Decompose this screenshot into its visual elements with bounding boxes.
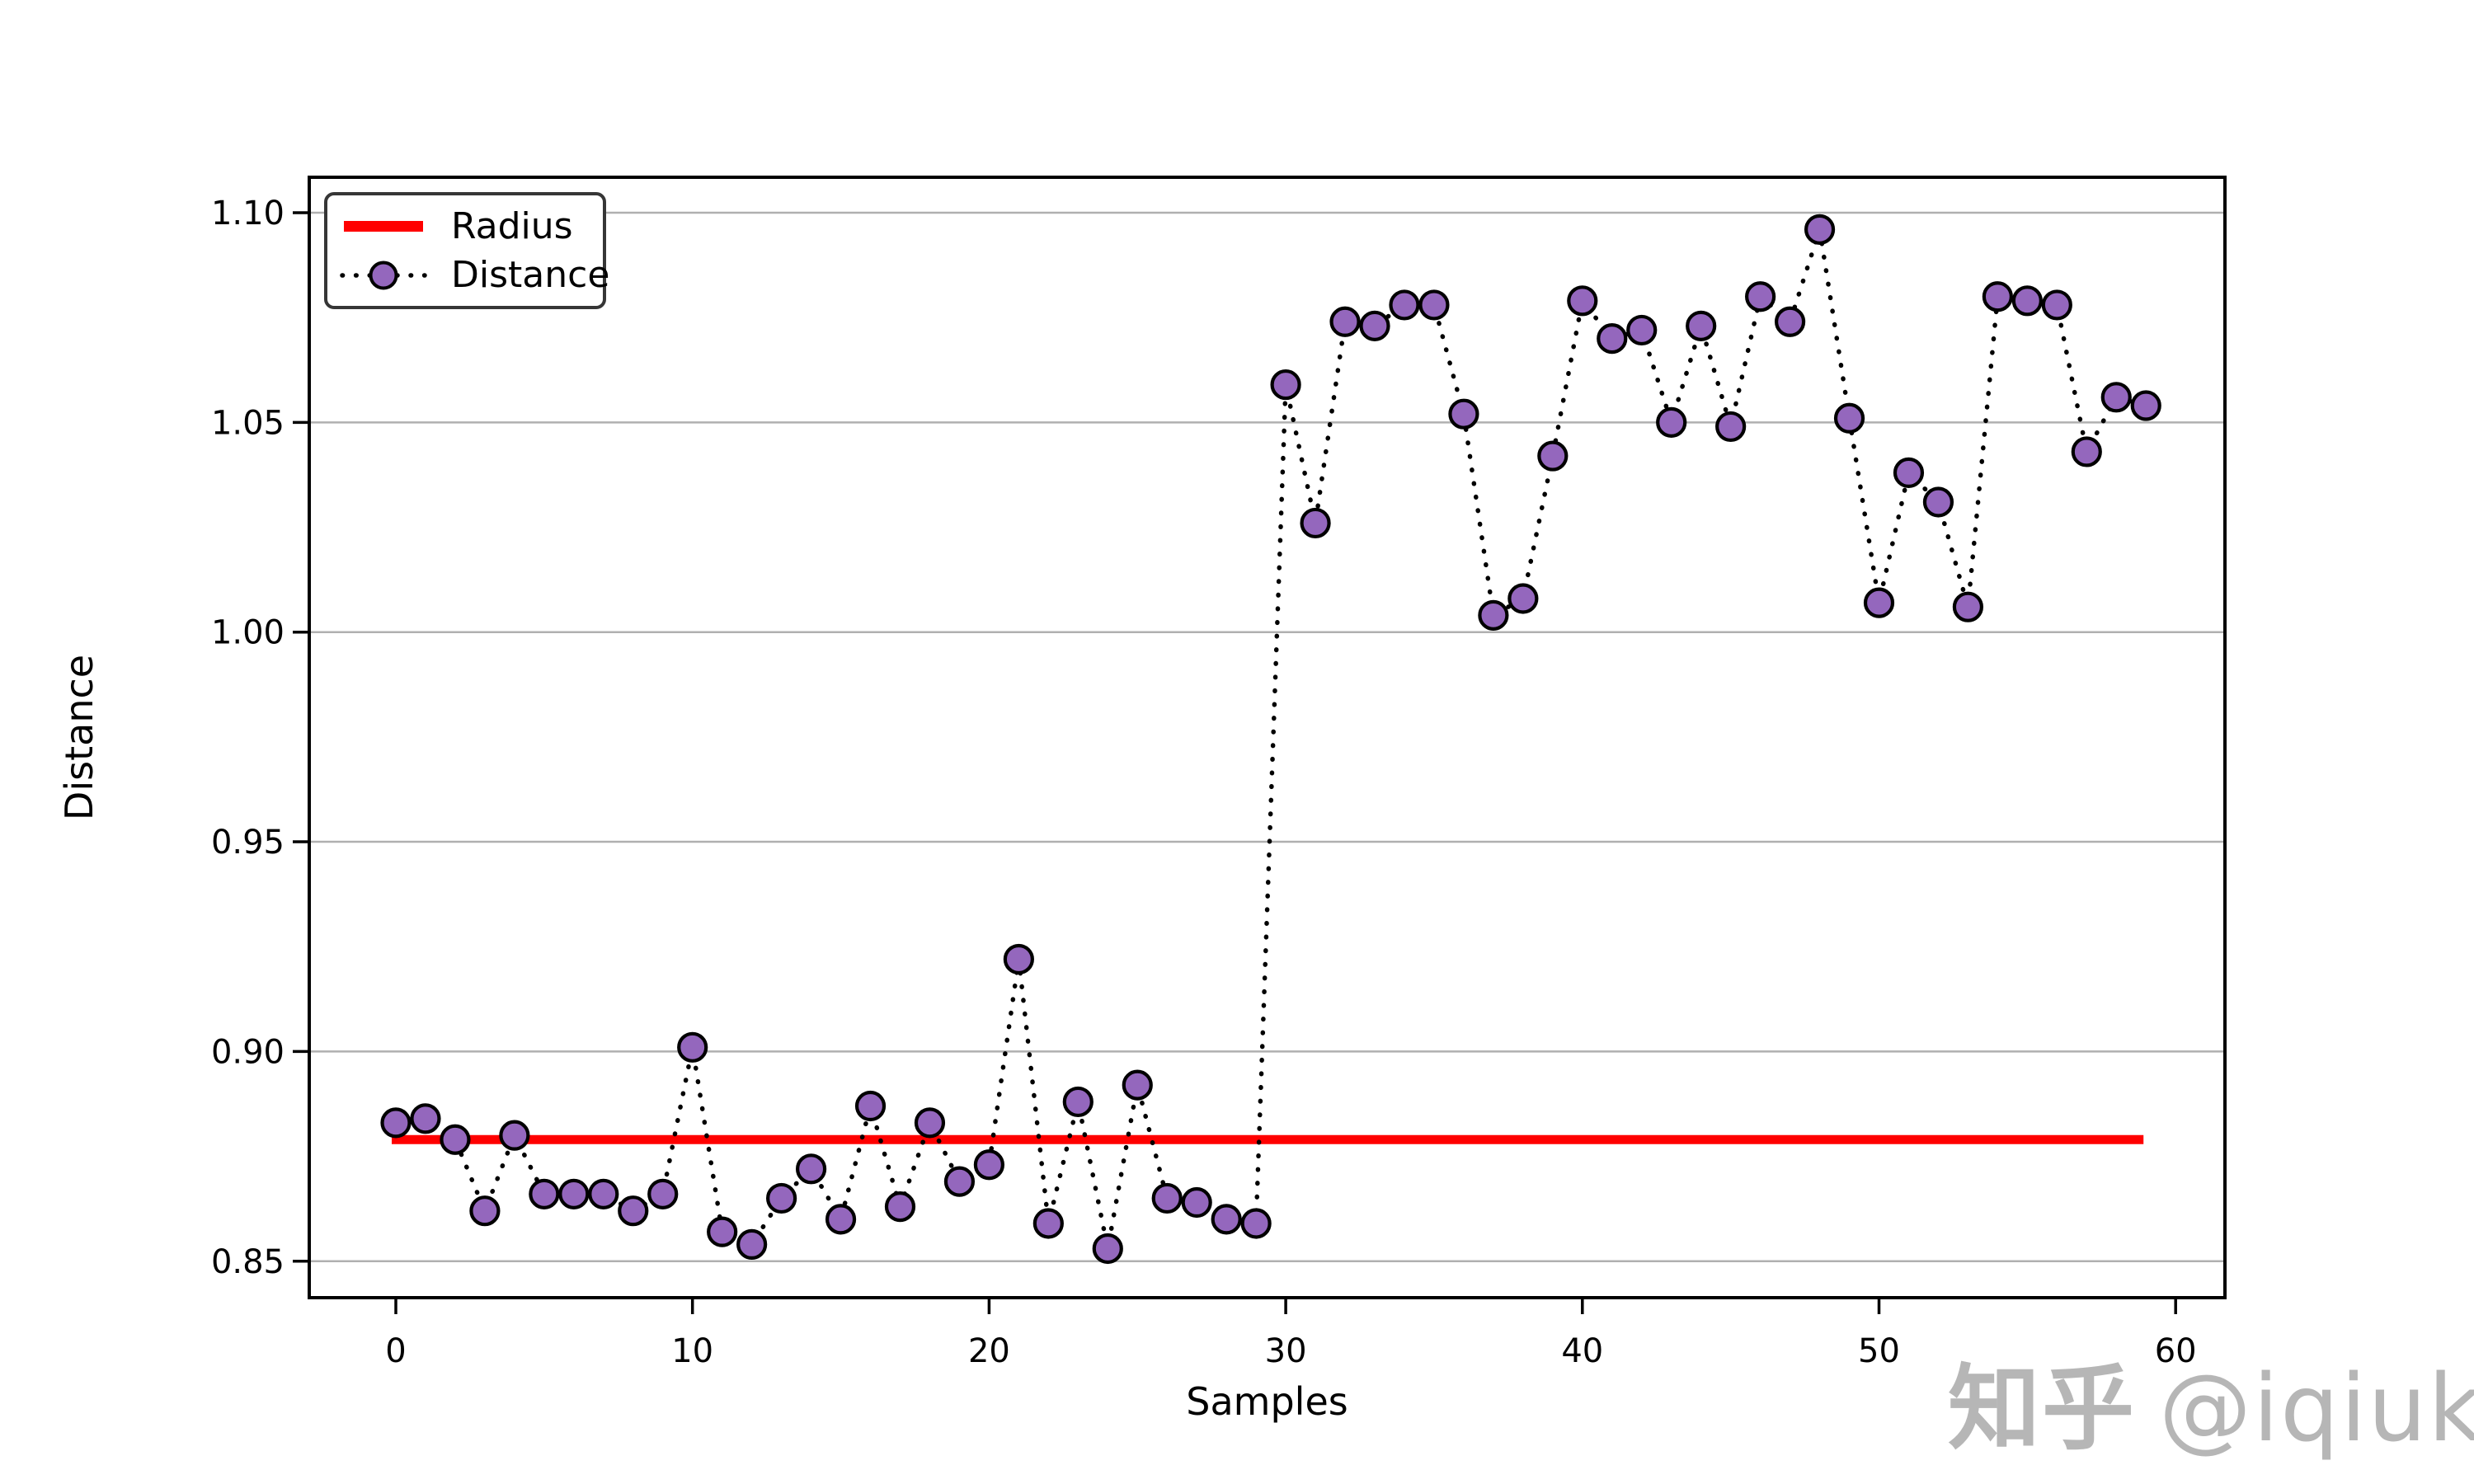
radius-line-swatch (339, 221, 428, 232)
data-point-marker (1448, 398, 1479, 430)
data-point-marker (707, 1216, 738, 1247)
data-point-marker (2100, 382, 2132, 413)
data-point-marker (410, 1103, 441, 1134)
x-tick-label: 60 (2155, 1332, 2197, 1370)
data-point-marker (825, 1204, 857, 1235)
data-point-marker (558, 1178, 590, 1209)
y-tick-label: 1.10 (211, 195, 285, 232)
data-point-marker (1567, 285, 1598, 317)
data-point-marker (1181, 1186, 1212, 1219)
data-point-marker (943, 1166, 976, 1197)
data-point-marker (1537, 440, 1569, 472)
y-tick-label: 0.90 (211, 1033, 285, 1071)
data-point-marker (1478, 599, 1509, 631)
watermark-handle: @iqiukp (2159, 1355, 2474, 1463)
data-point-marker (1418, 289, 1450, 321)
legend-label-radius: Radius (451, 205, 573, 247)
data-point-marker (1715, 411, 1747, 443)
data-point-marker (1656, 406, 1687, 438)
watermark: 知乎@iqiukp (1948, 1354, 2474, 1464)
x-tick-label: 30 (1265, 1332, 1307, 1370)
data-point-marker (766, 1182, 797, 1214)
data-point-marker (2041, 289, 2072, 321)
data-point-marker (1151, 1182, 1183, 1214)
data-point-marker (1211, 1204, 1242, 1235)
data-point-marker (1952, 591, 1984, 622)
data-point-marker (1863, 587, 1895, 618)
distance-marker-swatch (339, 257, 428, 294)
data-point-marker (1122, 1069, 1153, 1101)
x-tick-label: 50 (1858, 1332, 1900, 1370)
data-point-marker (1359, 310, 1390, 341)
data-point-marker (1804, 214, 1836, 245)
data-point-marker (914, 1107, 946, 1139)
legend-label-distance: Distance (451, 254, 610, 296)
data-point-marker (736, 1228, 768, 1261)
data-point-marker (795, 1153, 827, 1185)
data-point-marker (1626, 314, 1658, 346)
data-point-marker (677, 1031, 708, 1063)
watermark-brand: 知乎 (1948, 1355, 2136, 1463)
x-tick-label: 20 (968, 1332, 1010, 1370)
data-point-marker (2011, 285, 2043, 317)
data-point-marker (1982, 281, 2013, 312)
legend: Radius Distance (324, 192, 609, 309)
data-point-marker (1833, 402, 1865, 434)
data-point-marker (1893, 457, 1925, 488)
y-tick-label: 0.95 (211, 824, 285, 862)
data-point-marker (529, 1178, 560, 1209)
data-point-marker (440, 1124, 471, 1155)
data-point-marker (1270, 369, 1301, 401)
x-tick-label: 10 (671, 1332, 713, 1370)
data-point-marker (1062, 1086, 1094, 1118)
data-point-marker (499, 1120, 530, 1151)
data-point-marker (973, 1149, 1005, 1181)
y-axis-label: Distance (57, 655, 101, 820)
legend-item-radius: Radius (339, 203, 591, 251)
data-point-marker (618, 1195, 649, 1227)
data-point-marker (1032, 1208, 1064, 1239)
x-tick-label: 40 (1561, 1332, 1603, 1370)
y-tick-label: 1.00 (211, 614, 285, 652)
x-tick-label: 0 (385, 1332, 406, 1370)
data-point-marker (1597, 323, 1628, 355)
data-point-marker (1300, 507, 1331, 539)
data-point-marker (2071, 436, 2102, 467)
data-point-marker (1686, 310, 1717, 341)
legend-item-distance: Distance (339, 251, 609, 299)
plot-border (308, 176, 2227, 1299)
plot-background (309, 177, 2225, 1298)
data-point-marker (2130, 390, 2161, 421)
data-point-marker (647, 1178, 679, 1209)
data-point-marker (1003, 943, 1034, 975)
data-point-marker (854, 1090, 887, 1122)
data-point-marker (469, 1195, 501, 1227)
data-point-marker (1774, 306, 1806, 337)
x-axis-label: Samples (1186, 1379, 1348, 1424)
data-point-marker (1092, 1233, 1123, 1265)
data-point-marker (1240, 1208, 1272, 1239)
data-point-marker (884, 1191, 916, 1223)
data-point-marker (380, 1107, 412, 1139)
data-point-marker (1745, 281, 1776, 312)
data-point-marker (1389, 289, 1420, 321)
y-tick-label: 0.85 (211, 1243, 285, 1281)
y-tick-label: 1.05 (211, 404, 285, 442)
data-point-marker (1507, 583, 1539, 614)
data-point-marker (588, 1178, 619, 1209)
data-point-marker (1922, 486, 1954, 518)
data-point-marker (1329, 306, 1361, 337)
